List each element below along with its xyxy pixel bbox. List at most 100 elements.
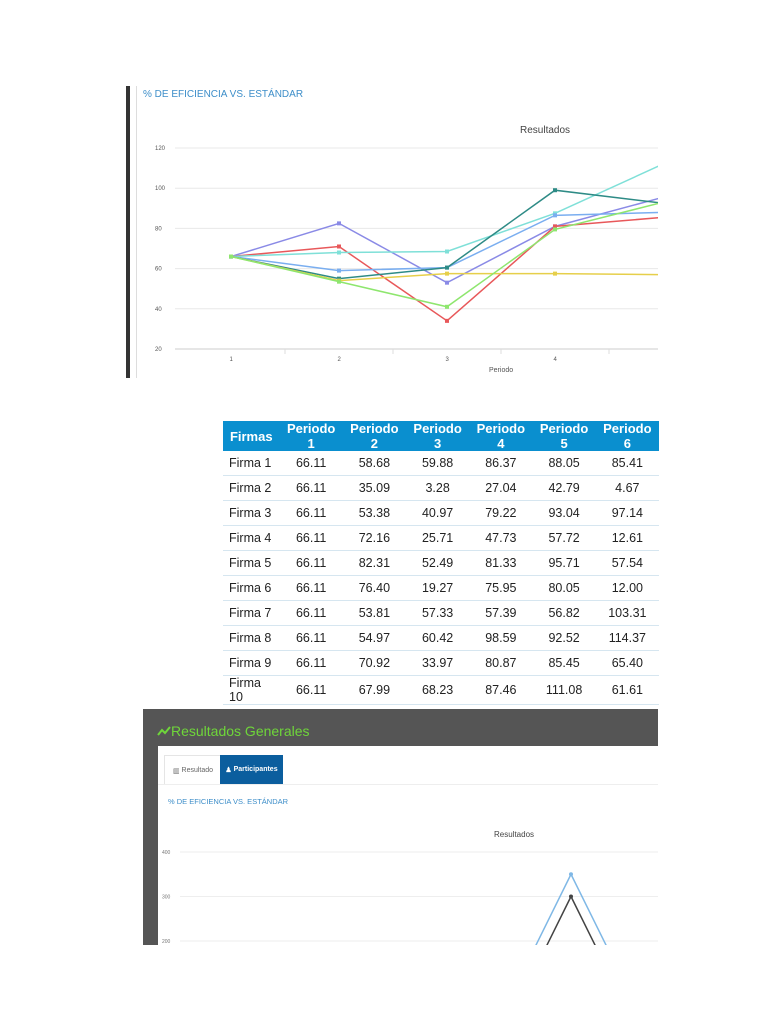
- tab-participantes[interactable]: ♟ Participantes: [220, 755, 283, 784]
- data-point: [569, 872, 573, 877]
- chart-header: % DE EFICIENCIA VS. ESTÁNDAR: [168, 797, 289, 806]
- table-cell: 98.59: [469, 625, 533, 651]
- y-tick-label: 120: [155, 146, 166, 152]
- table-cell: 47.73: [469, 525, 533, 551]
- x-tick-label: 4: [554, 357, 558, 363]
- table-cell: 86.37: [469, 451, 533, 476]
- table-cell: 87.46: [469, 675, 533, 705]
- table-cell: 35.09: [342, 475, 406, 501]
- table-cell: Firma 8: [223, 625, 280, 651]
- table-cell: 82.31: [342, 550, 406, 576]
- panel-body: ▥ Resultado ♟ Participantes % DE EFICIEN…: [158, 746, 658, 945]
- series-line: [230, 165, 658, 258]
- table-cell: 25.71: [406, 525, 470, 551]
- data-point: [661, 215, 665, 219]
- data-point: [337, 221, 341, 226]
- tab-resultado[interactable]: ▥ Resultado: [164, 755, 222, 785]
- table-cell: 58.68: [342, 451, 406, 476]
- column-header: Periodo 6: [595, 421, 659, 451]
- table-row: Firma 3 66.11 53.38 40.97 79.22 93.04 97.14: [223, 500, 659, 526]
- table-cell: 66.11: [279, 650, 343, 676]
- y-tick-label: 80: [155, 226, 162, 232]
- table-row: Firma 4 66.11 72.16 25.71 47.73 57.72 12.61: [223, 525, 659, 551]
- data-point: [445, 280, 449, 285]
- results-table: Firmas Periodo 1 Periodo 2 Periodo 3 Periodo…: [223, 421, 659, 705]
- panel-title: Resultados Generales: [157, 723, 310, 739]
- table-cell: 65.40: [595, 650, 659, 676]
- table-cell: 42.79: [532, 475, 596, 501]
- table-cell: 66.11: [279, 451, 343, 476]
- table-cell: Firma 4: [223, 525, 280, 551]
- table-cell: 66.11: [279, 550, 343, 576]
- table-cell: 54.97: [342, 625, 406, 651]
- table-cell: 103.31: [595, 600, 659, 626]
- table-cell: 81.33: [469, 550, 533, 576]
- table-cell: 95.71: [532, 550, 596, 576]
- data-point: [445, 271, 449, 276]
- data-point: [661, 200, 665, 204]
- table-cell: 57.54: [595, 550, 659, 576]
- data-point: [661, 195, 665, 199]
- results-chart-2: 200 300 400: [162, 850, 658, 945]
- data-point: [337, 268, 341, 273]
- table-cell: 53.38: [342, 500, 406, 526]
- series-line: [230, 211, 658, 272]
- table-row: Firma 1 66.11 58.68 59.88 86.37 88.05 85.41: [223, 451, 659, 476]
- table-cell: 40.97: [406, 500, 470, 526]
- x-tick-label: 3: [446, 357, 450, 363]
- column-header: Periodo 1: [279, 421, 343, 451]
- table-cell: Firma 5: [223, 550, 280, 576]
- table-cell: 66.11: [279, 625, 343, 651]
- x-tick-label: 2: [338, 357, 342, 363]
- data-point: [337, 250, 341, 255]
- x-tick-label: 1: [230, 357, 234, 363]
- y-tick-label: 40: [155, 307, 162, 313]
- table-row: Firma 6 66.11 76.40 19.27 75.95 80.05 12.00: [223, 575, 659, 601]
- y-tick-label: 300: [162, 895, 171, 901]
- divider: [136, 86, 137, 378]
- table-cell: 57.72: [532, 525, 596, 551]
- divider: [158, 784, 658, 785]
- table-cell: 76.40: [342, 575, 406, 601]
- table-cell: 59.88: [406, 451, 470, 476]
- table-cell: 66.11: [279, 575, 343, 601]
- data-point: [553, 227, 557, 232]
- table-cell: 80.05: [532, 575, 596, 601]
- data-point: [553, 211, 557, 216]
- data-point: [337, 279, 341, 284]
- y-tick-label: 60: [155, 267, 162, 273]
- data-point: [229, 254, 233, 259]
- table-cell: 85.41: [595, 451, 659, 476]
- table-cell: 52.49: [406, 550, 470, 576]
- table-cell: 111.08: [532, 675, 596, 705]
- table-cell: 88.05: [532, 451, 596, 476]
- table-cell: 57.33: [406, 600, 470, 626]
- data-point: [445, 249, 449, 254]
- chart-title: Resultados: [520, 125, 570, 136]
- column-header: Periodo 3: [406, 421, 470, 451]
- table-cell: Firma 3: [223, 500, 280, 526]
- table-cell: Firma 6: [223, 575, 280, 601]
- data-point: [445, 318, 449, 323]
- table-cell: 12.61: [595, 525, 659, 551]
- user-icon: ♟: [225, 766, 234, 774]
- data-point: [337, 244, 341, 249]
- table-row: Firma 8 66.11 54.97 60.42 98.59 92.52 114.37: [223, 625, 659, 651]
- table-row: Firma 2 66.11 35.09 3.28 27.04 42.79 4.67: [223, 475, 659, 501]
- table-cell: Firma 2: [223, 475, 280, 501]
- table-cell: 85.45: [532, 650, 596, 676]
- table-cell: 97.14: [595, 500, 659, 526]
- data-point: [445, 304, 449, 309]
- chart-header: % DE EFICIENCIA VS. ESTÁNDAR: [143, 89, 304, 100]
- table-cell: 56.82: [532, 600, 596, 626]
- table-cell: 75.95: [469, 575, 533, 601]
- x-axis-label: Periodo: [489, 367, 513, 374]
- data-point: [661, 210, 665, 214]
- chart-title: Resultados: [494, 830, 535, 839]
- y-tick-label: 100: [155, 186, 166, 192]
- table-cell: Firma 1: [223, 451, 280, 476]
- data-point: [553, 213, 557, 218]
- column-header: Periodo 2: [342, 421, 406, 451]
- table-cell: 33.97: [406, 650, 470, 676]
- table-cell: 66.11: [279, 675, 343, 705]
